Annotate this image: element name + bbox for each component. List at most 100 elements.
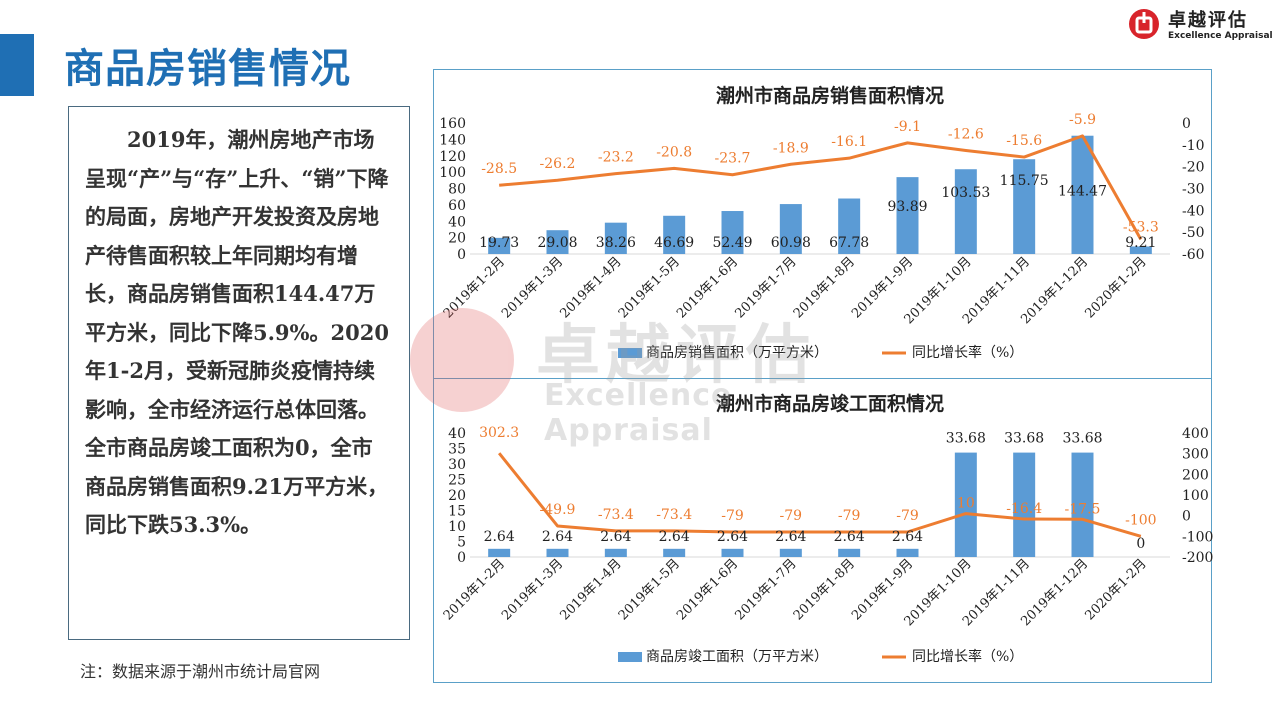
y-right-tick-label: -50 <box>1182 225 1205 241</box>
bar <box>604 548 627 557</box>
x-tick-label: 2020年1-2月 <box>1082 254 1149 321</box>
bar <box>896 177 919 254</box>
y-left-tick-label: 140 <box>439 132 466 148</box>
title-accent-bar <box>0 34 34 96</box>
bar <box>488 237 511 254</box>
line-data-label: -79 <box>896 508 919 524</box>
bar-data-label: 2.64 <box>600 529 631 545</box>
bar-data-label: 2.64 <box>834 529 865 545</box>
line-data-label: -15.6 <box>1006 133 1042 149</box>
charts-divider <box>433 378 1212 379</box>
y-right-tick-label: 300 <box>1182 447 1209 463</box>
summary-paragraph: 2019年，潮州房地产市场呈现“产”与“存”上升、“销”下降的局面，房地产开发投… <box>85 127 389 537</box>
bar-data-label: 2.64 <box>717 529 748 545</box>
y-right-tick-label: -60 <box>1182 247 1205 263</box>
line-data-label: -49.9 <box>540 502 576 518</box>
y-left-tick-label: 40 <box>448 426 466 442</box>
line-data-label: -5.9 <box>1069 112 1096 128</box>
y-right-tick-label: -200 <box>1182 550 1213 566</box>
line-data-label: -73.4 <box>656 507 692 523</box>
y-right-tick-label: 0 <box>1182 509 1191 525</box>
bar-data-label: 19.73 <box>479 235 519 251</box>
bar-data-label: 9.21 <box>1125 235 1156 251</box>
bar-data-label: 2.64 <box>892 529 923 545</box>
bar <box>1129 246 1152 254</box>
x-tick-label: 2019年1-2月 <box>441 556 508 623</box>
x-tick-label: 2019年1-7月 <box>732 254 799 321</box>
y-left-tick-label: 20 <box>448 488 466 504</box>
line-data-label: 302.3 <box>479 425 519 441</box>
bar <box>1071 135 1094 254</box>
bar-data-label: 52.49 <box>712 235 752 251</box>
line-data-label: -23.2 <box>598 150 634 166</box>
y-left-tick-label: 60 <box>448 198 466 214</box>
legend-label-bar: 商品房竣工面积（万平方米） <box>646 649 828 665</box>
y-left-tick-label: 40 <box>448 214 466 230</box>
legend-swatch-bar <box>618 348 642 358</box>
line-data-label: -9.1 <box>894 119 921 135</box>
y-left-tick-label: 0 <box>457 247 466 263</box>
line-data-label: -12.6 <box>948 127 984 143</box>
x-tick-label: 2019年1-8月 <box>791 254 858 321</box>
bar-data-label: 33.68 <box>1004 431 1044 447</box>
bar-data-label: 0 <box>1136 536 1145 552</box>
line-data-label: -23.7 <box>715 151 751 167</box>
legend-label-line: 同比增长率（%） <box>912 648 1023 665</box>
bar <box>838 548 861 557</box>
y-right-tick-label: -40 <box>1182 203 1205 219</box>
y-left-tick-label: 100 <box>439 165 466 181</box>
x-tick-label: 2019年1-5月 <box>616 254 683 321</box>
line-data-label: 10 <box>957 496 975 512</box>
bar-data-label: 93.89 <box>887 199 927 215</box>
brand-name-en: Excellence Appraisal <box>1168 31 1273 41</box>
chart-title: 潮州市商品房销售面积情况 <box>716 84 944 107</box>
y-right-tick-label: -30 <box>1182 182 1205 198</box>
page-title: 商品房销售情况 <box>64 46 351 92</box>
bar-data-label: 2.64 <box>659 529 690 545</box>
bar-data-label: 144.47 <box>1058 184 1107 200</box>
y-left-tick-label: 80 <box>448 182 466 198</box>
y-left-tick-label: 25 <box>448 473 466 489</box>
bar-data-label: 2.64 <box>542 529 573 545</box>
bar <box>954 169 977 254</box>
line-data-label: -17.5 <box>1065 501 1101 517</box>
x-tick-label: 2019年1-2月 <box>441 254 508 321</box>
charts-frame <box>433 69 1212 683</box>
bar <box>546 548 569 557</box>
line-data-label: -79 <box>780 508 803 524</box>
x-tick-label: 2020年1-2月 <box>1082 556 1149 623</box>
x-tick-label: 2019年1-3月 <box>499 254 566 321</box>
line-data-label: -53.3 <box>1123 219 1159 235</box>
y-right-tick-label: -10 <box>1182 138 1205 154</box>
x-tick-label: 2019年1-7月 <box>732 556 799 623</box>
bar <box>838 198 861 254</box>
legend-swatch-bar <box>618 652 642 662</box>
y-left-tick-label: 35 <box>448 442 466 458</box>
bar-data-label: 103.53 <box>941 185 990 201</box>
y-right-tick-label: 200 <box>1182 467 1209 483</box>
x-tick-label: 2019年1-4月 <box>557 556 624 623</box>
bar <box>663 215 686 254</box>
x-tick-label: 2019年1-5月 <box>616 556 683 623</box>
y-left-tick-label: 5 <box>457 535 466 551</box>
bar <box>954 452 977 557</box>
bar <box>721 211 744 254</box>
y-left-tick-label: 15 <box>448 504 466 520</box>
bar <box>779 204 802 254</box>
line-data-label: -26.2 <box>540 156 576 172</box>
y-left-tick-label: 30 <box>448 457 466 473</box>
bar <box>488 548 511 557</box>
bar-data-label: 29.08 <box>537 235 577 251</box>
y-left-tick-label: 0 <box>457 550 466 566</box>
bar <box>546 230 569 254</box>
bar <box>1013 159 1036 254</box>
x-tick-label: 2019年1-4月 <box>557 254 624 321</box>
line-data-label: -16.4 <box>1006 501 1042 517</box>
line-data-label: -73.4 <box>598 507 634 523</box>
x-tick-label: 2019年1-3月 <box>499 556 566 623</box>
x-tick-label: 2019年1-6月 <box>674 556 741 623</box>
line-data-label: -28.5 <box>481 161 517 177</box>
bar-data-label: 2.64 <box>484 529 515 545</box>
y-right-tick-label: 100 <box>1182 488 1209 504</box>
